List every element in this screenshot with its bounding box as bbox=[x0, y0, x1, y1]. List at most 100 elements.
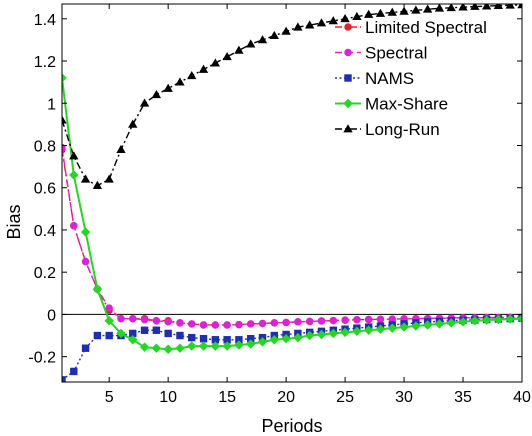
y-tick-label: 0.4 bbox=[34, 223, 56, 240]
x-tick-label: 10 bbox=[159, 389, 177, 406]
data-point-spectral bbox=[105, 304, 113, 312]
legend: Limited Spectral Spectral NAMS Max-Share Lon… bbox=[335, 18, 487, 139]
data-point-nams bbox=[164, 329, 172, 338]
data-point-long-run bbox=[470, 4, 480, 10]
data-point-spectral bbox=[199, 321, 208, 329]
data-point-spectral bbox=[176, 319, 184, 327]
data-point-nams bbox=[152, 326, 161, 334]
data-point-long-run bbox=[69, 151, 79, 160]
data-point-max-share bbox=[293, 332, 303, 343]
data-point-max-share bbox=[257, 337, 268, 347]
data-point-max-share bbox=[198, 341, 209, 351]
data-point-long-run bbox=[246, 39, 256, 48]
data-point-long-run bbox=[316, 18, 327, 27]
data-point-spectral bbox=[129, 314, 137, 323]
data-point-spectral bbox=[258, 319, 267, 328]
x-tick-label: 15 bbox=[218, 389, 236, 406]
data-point-spectral bbox=[235, 320, 243, 329]
legend-item-spectral: Spectral bbox=[335, 44, 427, 63]
x-tick-label: 5 bbox=[105, 389, 114, 406]
data-point-max-share bbox=[363, 325, 374, 335]
data-point-max-share bbox=[422, 320, 433, 330]
legend-swatch-marker bbox=[344, 23, 352, 31]
x-tick-label: 30 bbox=[395, 389, 413, 406]
y-tick-label: 0.6 bbox=[34, 181, 56, 198]
series-line-long-run bbox=[62, 4, 522, 187]
data-point-max-share bbox=[493, 314, 504, 325]
data-point-long-run bbox=[163, 83, 173, 92]
data-point-max-share bbox=[187, 341, 197, 351]
data-point-long-run bbox=[375, 8, 386, 17]
data-point-long-run bbox=[222, 51, 232, 61]
data-point-spectral bbox=[317, 317, 326, 325]
data-point-spectral bbox=[282, 318, 290, 327]
x-tick-label: 35 bbox=[454, 389, 472, 406]
data-point-long-run bbox=[187, 70, 197, 80]
data-point-max-share bbox=[62, 73, 67, 83]
series-line-max-share bbox=[62, 77, 522, 351]
data-point-long-run bbox=[175, 77, 185, 86]
data-point-max-share bbox=[316, 329, 327, 340]
x-tick-label: 40 bbox=[513, 389, 531, 406]
data-point-long-run bbox=[364, 9, 374, 18]
y-axis-label: Bias bbox=[4, 204, 24, 239]
legend-swatch-marker bbox=[343, 98, 353, 109]
data-point-max-share bbox=[446, 318, 456, 328]
data-point-long-run bbox=[198, 64, 209, 73]
legend-item-long-run: Long-Run bbox=[335, 120, 440, 139]
data-point-nams bbox=[188, 333, 196, 342]
data-point-spectral bbox=[164, 318, 172, 326]
data-point-nams bbox=[105, 331, 113, 340]
data-point-max-share bbox=[470, 316, 480, 326]
data-point-max-share bbox=[163, 344, 173, 354]
data-point-long-run bbox=[340, 13, 350, 23]
data-point-spectral bbox=[117, 314, 125, 323]
data-point-long-run bbox=[269, 30, 279, 40]
data-point-max-share bbox=[281, 334, 291, 344]
data-point-spectral bbox=[188, 320, 196, 328]
data-point-max-share bbox=[387, 323, 397, 333]
data-point-max-share bbox=[434, 319, 445, 329]
data-point-max-share bbox=[481, 315, 492, 325]
data-point-long-run bbox=[104, 174, 114, 183]
data-point-max-share bbox=[69, 170, 79, 180]
data-point-long-run bbox=[387, 7, 397, 16]
data-point-max-share bbox=[116, 328, 126, 339]
data-point-spectral bbox=[364, 315, 373, 324]
x-tick-label: 20 bbox=[277, 389, 295, 406]
data-point-long-run bbox=[493, 4, 504, 10]
axes-box bbox=[61, 3, 523, 383]
y-tick-label: 1 bbox=[47, 96, 56, 113]
legend-item-max-share: Max-Share bbox=[335, 95, 448, 114]
data-point-spectral bbox=[294, 318, 302, 326]
data-point-max-share bbox=[92, 284, 103, 294]
data-point-long-run bbox=[128, 119, 138, 128]
data-point-max-share bbox=[352, 326, 362, 337]
legend-item-limited-spectral: Limited Spectral bbox=[335, 18, 487, 37]
data-point-long-run bbox=[293, 22, 303, 31]
data-point-max-share bbox=[80, 227, 91, 237]
data-point-max-share bbox=[340, 327, 350, 338]
data-point-long-run bbox=[116, 144, 126, 154]
y-tick-label: 0 bbox=[47, 307, 56, 324]
data-point-spectral bbox=[211, 321, 220, 329]
data-point-long-run bbox=[257, 35, 268, 44]
data-point-max-share bbox=[246, 339, 256, 349]
x-axis-label: Periods bbox=[261, 416, 322, 436]
data-point-max-share bbox=[375, 324, 386, 334]
data-point-spectral bbox=[223, 321, 231, 329]
y-tick-label: 0.8 bbox=[34, 138, 56, 155]
data-point-long-run bbox=[139, 98, 150, 107]
data-point-max-share bbox=[517, 313, 522, 324]
data-point-max-share bbox=[222, 341, 232, 351]
data-point-max-share bbox=[139, 342, 150, 352]
data-point-max-share bbox=[104, 316, 114, 326]
data-point-nams bbox=[199, 335, 208, 343]
data-point-long-run bbox=[234, 45, 244, 54]
data-point-spectral bbox=[376, 315, 385, 323]
data-point-max-share bbox=[399, 322, 409, 332]
legend-swatch-marker bbox=[343, 124, 353, 133]
data-point-nams bbox=[81, 344, 90, 352]
axis-layer: 5 10 15 20 25 30 35 40 -0.2 0 0.2 0.4 0.6 0.8 1 1.2 1.4 bbox=[28, 3, 531, 406]
data-point-long-run bbox=[92, 180, 103, 189]
